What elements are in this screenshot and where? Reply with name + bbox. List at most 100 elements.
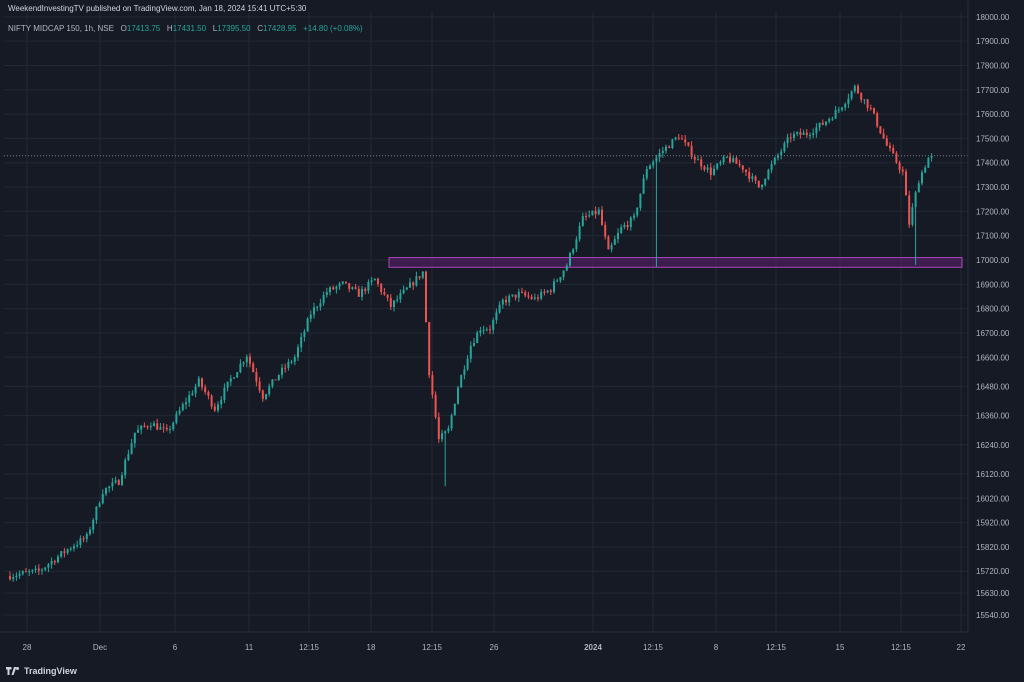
candle (604, 221, 607, 240)
candle (921, 169, 923, 186)
candle (210, 394, 213, 410)
y-tick-label: 16120.00 (976, 470, 1010, 479)
candle (530, 294, 533, 300)
candle (393, 300, 395, 312)
time-axis[interactable]: 28 Dec 6 11 12:15 18 12:15 26 2024 12:15 8 12:15 15 1… (0, 631, 968, 652)
candle (79, 535, 82, 549)
candle (764, 178, 767, 187)
candle (57, 554, 59, 564)
y-tick-label: 16360.00 (976, 412, 1010, 421)
candle (124, 457, 127, 479)
x-tick-label: 22 (957, 643, 966, 652)
candle (463, 365, 466, 380)
candle (143, 422, 146, 428)
candle (351, 286, 354, 290)
change-value: +14.80 (+0.08%) (303, 24, 363, 33)
candle (85, 532, 88, 543)
candle (927, 157, 930, 168)
candle (37, 564, 40, 576)
candle (796, 131, 799, 137)
candle (60, 550, 63, 559)
candle (348, 283, 351, 293)
candle (601, 205, 603, 226)
candle (373, 278, 376, 281)
x-tick-label: 28 (23, 643, 32, 652)
candle (428, 321, 431, 379)
y-tick-label: 17600.00 (976, 110, 1010, 119)
candle (546, 289, 549, 294)
candle (853, 84, 856, 94)
candle (713, 165, 715, 176)
candle (178, 406, 181, 416)
candle (658, 148, 661, 162)
y-tick-label: 15920.00 (976, 519, 1010, 528)
candle (665, 144, 667, 154)
candle (239, 359, 242, 374)
tradingview-brand[interactable]: TradingView (6, 664, 77, 678)
candle (425, 270, 427, 323)
candle (617, 228, 619, 244)
candle (105, 487, 107, 497)
candle (127, 449, 130, 462)
support-zone-box[interactable] (388, 257, 963, 268)
candle (517, 288, 520, 302)
candle (505, 295, 507, 306)
price-axis[interactable]: 18000.00 17900.00 17800.00 17700.00 17600.00… (967, 0, 1010, 632)
publish-header: WeekendInvestingTV published on TradingV… (8, 4, 307, 13)
candle (341, 280, 344, 285)
candle (789, 132, 792, 143)
candle (917, 180, 920, 193)
symbol-label: NIFTY MIDCAP 150, 1h, NSE (8, 24, 114, 33)
candle (306, 317, 309, 332)
candle (841, 106, 843, 112)
candle (265, 393, 267, 401)
candle (165, 424, 168, 432)
candle (645, 166, 648, 181)
candle (594, 206, 597, 219)
candle (76, 540, 79, 549)
candle (402, 285, 405, 295)
x-tick-label: 12:15 (422, 643, 443, 652)
candle (485, 327, 488, 332)
candle (633, 212, 635, 221)
candle (418, 276, 421, 281)
candle (620, 224, 623, 235)
candle (271, 379, 274, 389)
y-tick-label: 17900.00 (976, 37, 1010, 46)
candle (313, 302, 315, 319)
candle (652, 159, 655, 169)
candle (882, 128, 885, 140)
candle (930, 153, 933, 162)
candle (415, 271, 418, 287)
candle (9, 571, 11, 581)
candle (508, 293, 511, 307)
candle (149, 422, 152, 431)
candle (101, 489, 104, 505)
candle (735, 155, 738, 164)
candle (82, 535, 85, 543)
candle (815, 123, 818, 138)
candle (905, 168, 907, 196)
candle (492, 317, 495, 335)
candle (95, 506, 98, 524)
candle (748, 167, 751, 183)
candle (591, 210, 594, 216)
candle (809, 132, 811, 140)
candle (162, 423, 165, 433)
candle (53, 559, 56, 566)
candle (860, 92, 863, 103)
candle (677, 134, 680, 141)
candle (217, 401, 219, 413)
high-value: 17431.50 (172, 24, 207, 33)
candle (489, 325, 491, 335)
x-tick-label: 2024 (584, 643, 602, 652)
candle (799, 128, 802, 139)
x-tick-label: 6 (173, 643, 178, 652)
candle (572, 248, 575, 256)
candle (130, 438, 133, 455)
y-tick-label: 16480.00 (976, 382, 1010, 391)
candle (405, 286, 408, 291)
tradingview-brand-label: TradingView (24, 666, 77, 676)
candle (319, 298, 322, 311)
